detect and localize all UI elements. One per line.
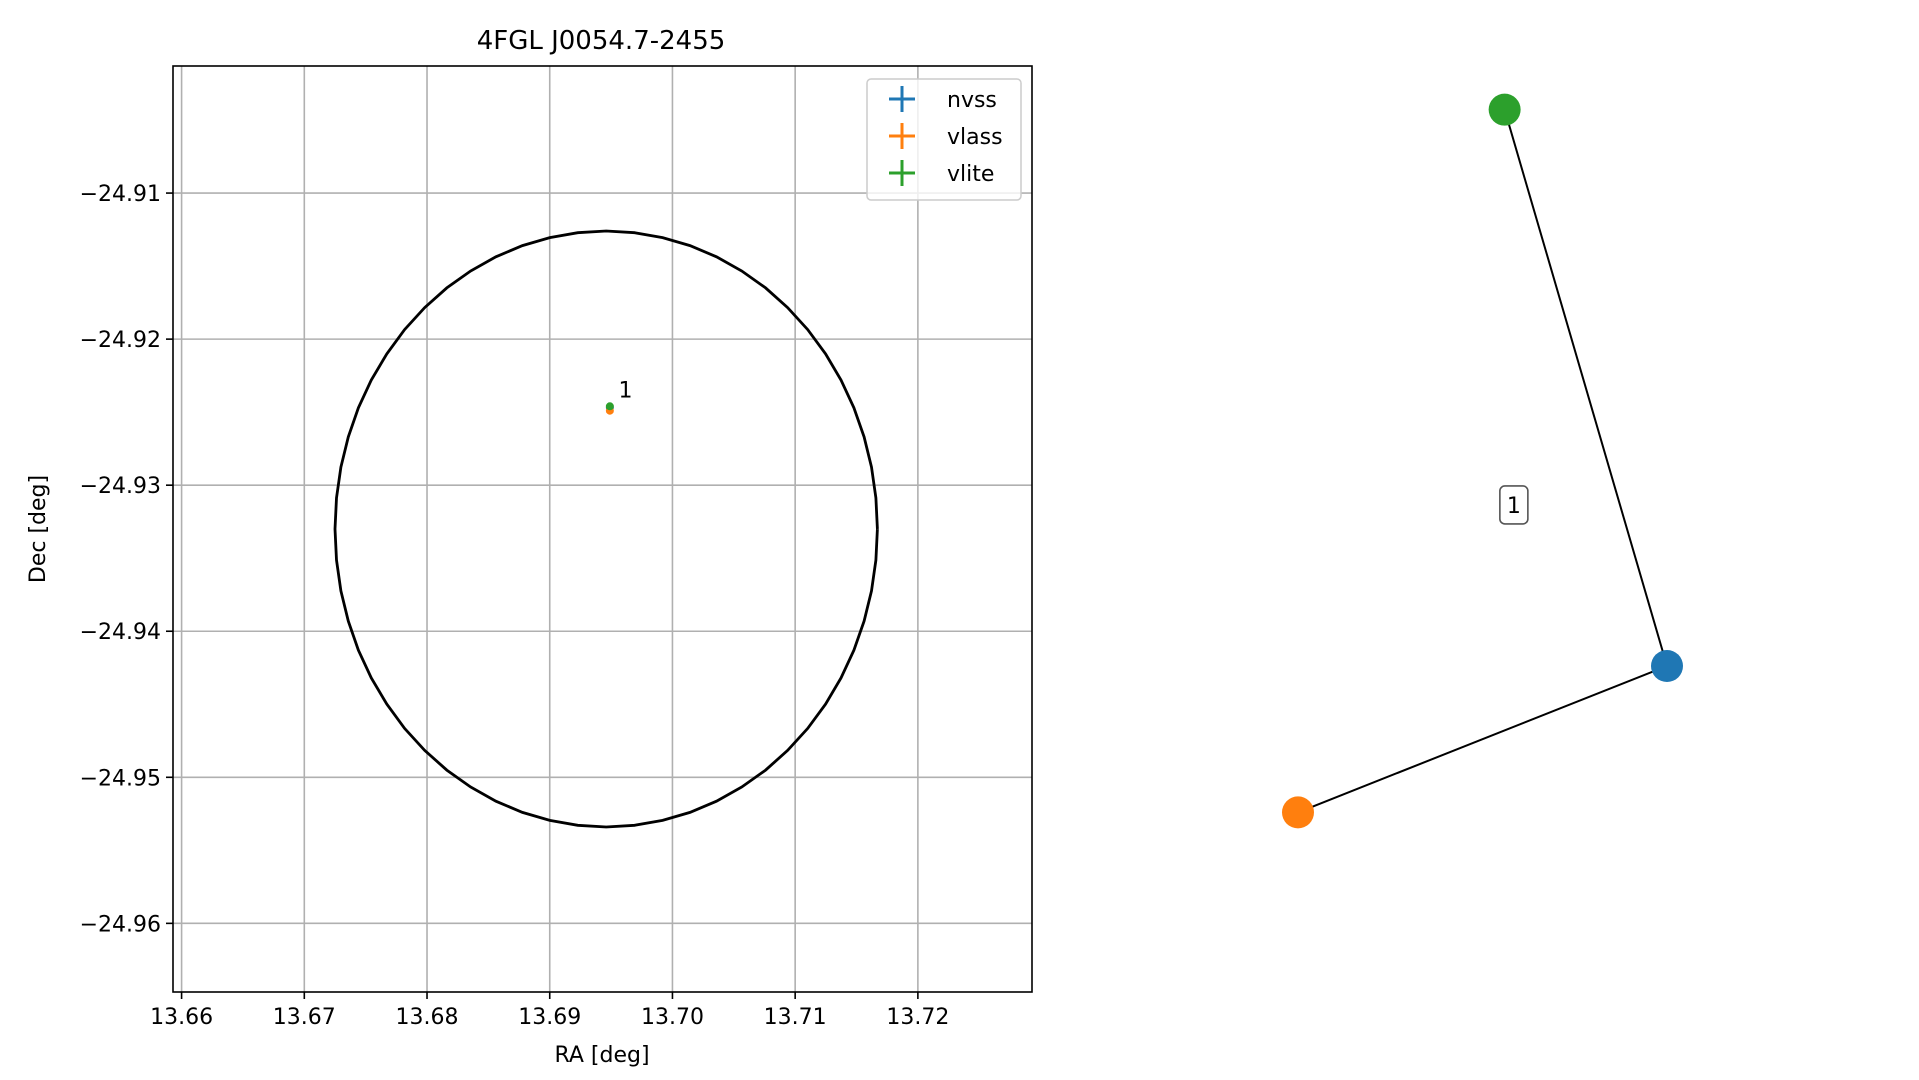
edge-nvss-vlass <box>1297 665 1668 814</box>
y-tick-label: −24.91 <box>80 182 161 207</box>
points-layer <box>605 402 614 415</box>
legend-label-nvss: nvss <box>947 88 997 113</box>
x-tick-label: 13.69 <box>518 1005 581 1030</box>
error-ellipse <box>333 229 879 829</box>
node-vlass <box>1282 796 1314 829</box>
y-tick-label: −24.93 <box>80 474 161 499</box>
x-tick-label: 13.66 <box>150 1005 213 1030</box>
x-tick-label: 13.72 <box>886 1005 949 1030</box>
y-axis-ticks: −24.91 −24.92 −24.93 −24.94 −24.95 −24.96 <box>80 182 173 937</box>
edges-layer <box>1297 109 1668 814</box>
nodes-layer <box>1282 93 1683 829</box>
x-tick-label: 13.71 <box>764 1005 827 1030</box>
x-tick-label: 13.67 <box>273 1005 336 1030</box>
box-label-layer: 1 <box>1499 485 1529 525</box>
x-axis-ticks: 13.66 13.67 13.68 13.69 13.70 13.71 13.72 <box>150 992 949 1030</box>
y-tick-label: −24.96 <box>80 912 161 937</box>
annotation-layer: 1 <box>618 379 632 404</box>
error-ellipse-layer <box>333 229 879 829</box>
x-tick-label: 13.70 <box>641 1005 704 1030</box>
sky-plot: 4FGL J0054.7-2455 1 13.66 13.67 13.68 13.69… <box>26 26 1033 1068</box>
x-axis-label: RA [deg] <box>554 1043 649 1068</box>
legend-label-vlass: vlass <box>947 125 1003 150</box>
legend: nvss vlass vlite <box>866 78 1022 201</box>
y-tick-label: −24.92 <box>80 328 161 353</box>
node-vlite <box>1488 93 1521 126</box>
y-tick-label: −24.94 <box>80 620 161 645</box>
point-vlite <box>605 402 614 411</box>
axes-frame <box>172 65 1033 993</box>
point-annotation: 1 <box>618 379 632 404</box>
grid-lines <box>173 66 1032 992</box>
network-box-label <box>1499 485 1529 525</box>
legend-box <box>866 78 1022 201</box>
node-nvss <box>1651 650 1683 682</box>
y-tick-label: −24.95 <box>80 766 161 791</box>
edge-nvss-vlite <box>1503 109 1668 667</box>
plot-title: 4FGL J0054.7-2455 <box>477 26 726 56</box>
y-axis-label: Dec [deg] <box>26 475 51 583</box>
x-tick-label: 13.68 <box>396 1005 459 1030</box>
network-graph: 1 <box>1282 93 1683 829</box>
network-box-label-text: 1 <box>1507 494 1521 519</box>
legend-label-vlite: vlite <box>947 162 994 187</box>
